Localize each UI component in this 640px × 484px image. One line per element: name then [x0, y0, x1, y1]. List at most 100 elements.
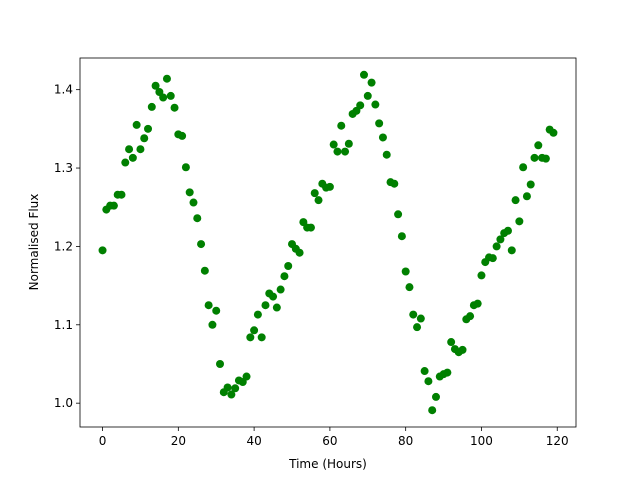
point: [333, 147, 342, 156]
point: [496, 235, 505, 244]
point: [280, 272, 289, 281]
point: [526, 180, 535, 189]
y-tick-label: 1.3: [54, 161, 73, 175]
axes-frame: [79, 57, 577, 428]
point: [276, 285, 285, 294]
point: [117, 190, 126, 199]
point: [356, 101, 365, 110]
point: [458, 345, 467, 354]
point: [397, 232, 406, 241]
point: [223, 383, 232, 392]
point: [246, 333, 255, 342]
point: [473, 299, 482, 308]
x-tick-label: 120: [546, 434, 569, 448]
point: [477, 271, 486, 280]
point: [231, 384, 240, 393]
point: [170, 103, 179, 112]
point: [140, 134, 149, 143]
point: [378, 133, 387, 142]
x-tick-label: 60: [322, 434, 337, 448]
point: [325, 182, 334, 191]
point: [242, 372, 251, 381]
y-tick-label: 1.2: [54, 239, 73, 253]
x-tick-label: 80: [398, 434, 413, 448]
point: [284, 262, 293, 271]
point: [208, 320, 217, 329]
point: [295, 248, 304, 257]
point: [428, 406, 437, 415]
point: [257, 333, 266, 342]
point: [522, 192, 531, 201]
point: [314, 196, 323, 205]
point: [189, 198, 198, 207]
point: [530, 153, 539, 162]
point: [549, 128, 558, 137]
y-tick-label: 1.4: [54, 83, 73, 97]
point: [185, 188, 194, 197]
point: [136, 145, 145, 154]
point: [212, 306, 221, 315]
x-axis-label: Time (Hours): [288, 457, 367, 471]
point: [269, 292, 278, 301]
point: [98, 246, 107, 255]
point: [250, 326, 259, 335]
point: [329, 140, 338, 149]
x-tick-label: 100: [470, 434, 493, 448]
point: [216, 359, 225, 368]
point: [193, 214, 202, 223]
point: [363, 91, 372, 100]
point: [371, 100, 380, 109]
point: [147, 102, 156, 111]
point: [431, 392, 440, 401]
point: [519, 163, 528, 172]
x-tick-label: 40: [246, 434, 261, 448]
point: [390, 179, 399, 188]
point: [253, 310, 262, 319]
point: [405, 283, 414, 292]
point: [382, 150, 391, 159]
point: [401, 267, 410, 276]
point: [121, 158, 130, 167]
point: [344, 139, 353, 148]
point: [447, 338, 456, 347]
point: [272, 303, 281, 312]
point: [424, 377, 433, 386]
point: [128, 153, 137, 162]
point: [488, 254, 497, 263]
point: [181, 163, 190, 172]
point: [306, 223, 315, 232]
point: [359, 70, 368, 79]
point: [394, 210, 403, 219]
point: [159, 93, 168, 102]
point: [109, 201, 118, 210]
point: [413, 323, 422, 332]
point: [310, 189, 319, 198]
point: [375, 119, 384, 128]
point: [132, 120, 141, 129]
point: [367, 78, 376, 87]
point: [178, 131, 187, 140]
point: [261, 301, 270, 310]
point: [227, 390, 236, 399]
x-tick-label: 20: [171, 434, 186, 448]
point: [125, 145, 134, 154]
point: [541, 154, 550, 163]
point: [144, 124, 153, 133]
point: [204, 301, 213, 310]
point: [511, 196, 520, 205]
point: [337, 121, 346, 130]
point: [420, 367, 429, 376]
y-tick-label: 1.1: [54, 318, 73, 332]
y-tick-label: 1.0: [54, 396, 73, 410]
point: [492, 242, 501, 251]
x-tick-label: 0: [99, 434, 107, 448]
point: [341, 147, 350, 156]
point: [507, 246, 516, 255]
point: [466, 312, 475, 321]
point: [166, 91, 175, 100]
point: [200, 266, 209, 275]
y-axis-label: Normalised Flux: [27, 194, 41, 291]
point: [197, 240, 206, 249]
